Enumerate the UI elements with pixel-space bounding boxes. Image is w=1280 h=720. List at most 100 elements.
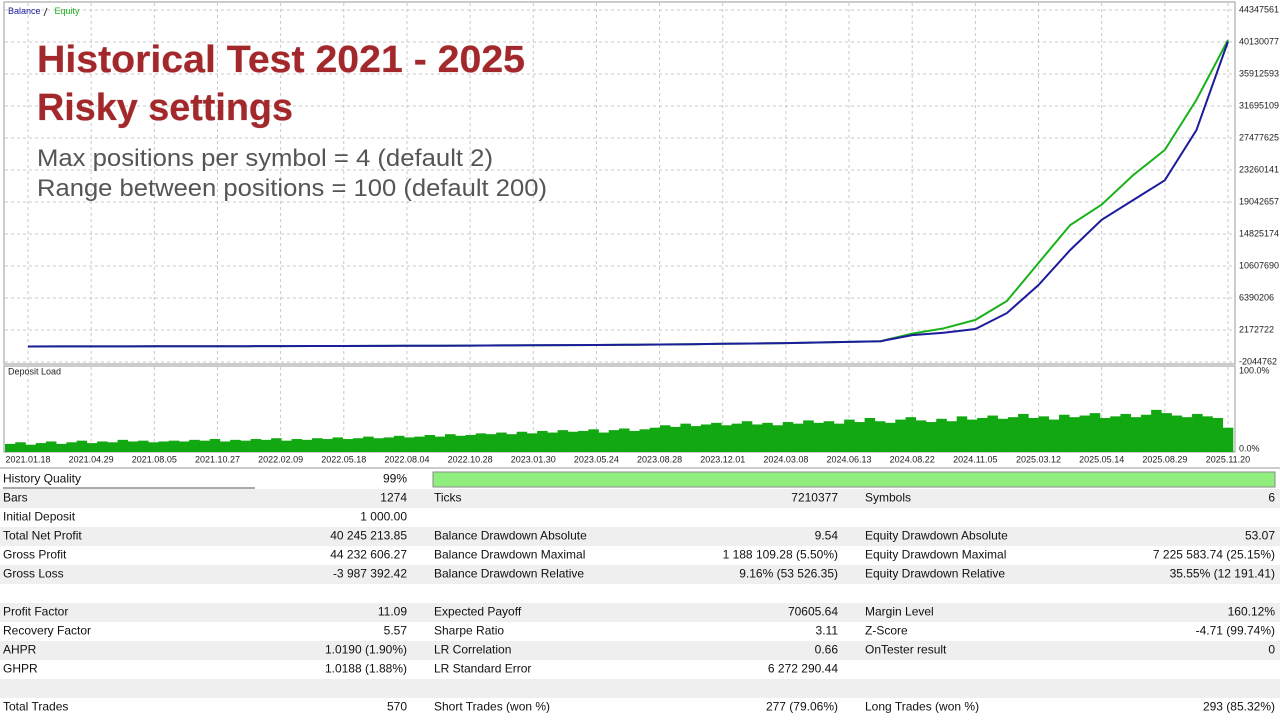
stat-label: Symbols [865,491,911,505]
deposit-load-bar [117,439,129,452]
stat-value: 160.12% [1228,605,1276,619]
deposit-load-bar [608,430,620,452]
stat-label: GHPR [3,662,38,676]
x-tick-label: 2024.11.05 [953,454,997,464]
deposit-load-bar [1120,413,1131,452]
deposit-load-bar [322,439,333,452]
deposit-load-bar [823,421,835,452]
x-tick-label: 2022.10.28 [448,454,493,464]
deposit-load-bar [578,430,589,452]
stat-value: 3.11 [816,624,839,638]
deposit-load-bar [1181,417,1193,452]
legend: Balance Equity [8,6,80,16]
deposit-load-bar [465,434,477,452]
deposit-load-bar [772,425,784,452]
deposit-load-bar [885,422,896,452]
deposit-load-bar [1069,417,1080,452]
stat-value: -4.71 (99.74%) [1196,624,1275,638]
y-tick-label: 44347561 [1239,4,1279,14]
deposit-load-bar [782,422,794,452]
deposit-load-bar [209,439,221,452]
deposit-load-bar [35,443,47,452]
deposit-load-bar [455,435,466,452]
deposit-load-bar [76,440,88,452]
stat-value: 0.66 [815,643,839,657]
deposit-load-bar [1059,414,1070,452]
deposit-load-bar [752,424,763,452]
annotation-setting: Max positions per symbol = 4 (default 2) [37,145,493,172]
stat-value: 1 188 109.28 (5.50%) [723,548,838,562]
deposit-load-bar [966,419,978,452]
stat-label: Equity Drawdown Relative [865,567,1005,581]
deposit-load-bar [281,440,292,452]
deposit-load-bar [537,430,548,452]
deposit-load-bar [260,439,272,452]
deposit-load-bar [178,441,190,452]
x-tick-label: 2025.11.20 [1206,454,1250,464]
deposit-chart-title: Deposit Load [8,366,61,376]
y-tick-label: 14825174 [1239,228,1279,238]
stat-label: Long Trades (won %) [865,700,979,714]
deposit-load-bar [926,422,937,452]
deposit-load-bar [475,433,487,452]
deposit-load-bar [557,430,569,452]
deposit-load-bar [434,436,446,452]
deposit-load-bar [189,439,200,452]
deposit-load-bar [1222,427,1234,452]
deposit-load-bar [1212,417,1224,452]
deposit-load-bar [66,442,77,452]
x-tick-label: 2022.02.09 [258,454,303,464]
series-line [27,41,1229,348]
deposit-load-bar [1161,413,1172,452]
deposit-load-bar [383,437,395,452]
deposit-load-bar [15,442,26,452]
deposit-load-bar [915,420,927,452]
y-tick-label: 2172722 [1239,324,1274,334]
stat-label: OnTester result [865,643,947,657]
stat-value: 53.07 [1245,529,1275,543]
deposit-load-bar [1140,414,1152,452]
deposit-load-bar [1038,416,1050,452]
deposit-load-bar [404,437,415,452]
balance-chart-frame [3,1,1236,365]
deposit-load-bar [1007,417,1019,452]
stat-label: Expected Payoff [434,605,522,619]
stats-table: History Quality 99% Bars 1274 Ticks 7210377 Sy… [0,471,1280,714]
deposit-load-bar [445,434,456,452]
stat-label: Short Trades (won %) [434,700,550,714]
stat-value: 1274 [380,491,407,505]
deposit-load-bar [271,438,282,452]
deposit-load-bar [332,437,343,452]
deposit-load-bar [342,439,354,452]
deposit-load-bar [148,442,159,452]
y-tick-label: 35912593 [1239,68,1279,78]
x-tick-label: 2025.08.29 [1142,454,1187,464]
stat-label: Balance Drawdown Maximal [434,548,585,562]
deposit-load-bar [496,432,507,452]
deposit-load-bar [312,438,323,452]
deposit-load-bar [291,439,303,452]
deposit-load-bar [45,441,57,452]
deposit-load-bar [619,428,630,452]
deposit-load-bar [363,436,374,452]
stat-label: Balance Drawdown Relative [434,567,584,581]
deposit-load-bar [1110,416,1121,452]
stat-value: 1.0190 (1.90%) [325,643,407,657]
stat-value: 293 (85.32%) [1203,700,1275,714]
row-background [0,641,1280,660]
deposit-load-bar [874,421,886,452]
x-tick-label: 2023.12.01 [700,454,745,464]
stat-value: 9.16% (53 526.35) [739,567,838,581]
stat-value: 40 245 213.85 [330,529,407,543]
x-tick-label: 2025.05.14 [1079,454,1124,464]
deposit-load-bar [997,418,1009,452]
deposit-load-bar [567,431,579,452]
x-tick-label: 2024.06.13 [827,454,872,464]
stat-value: 11.09 [378,605,407,619]
stat-value: 5.57 [384,624,408,638]
y-tick-label: 19042657 [1239,196,1279,206]
deposit-load-bar [107,442,118,452]
x-tick-label: 2023.01.30 [511,454,556,464]
